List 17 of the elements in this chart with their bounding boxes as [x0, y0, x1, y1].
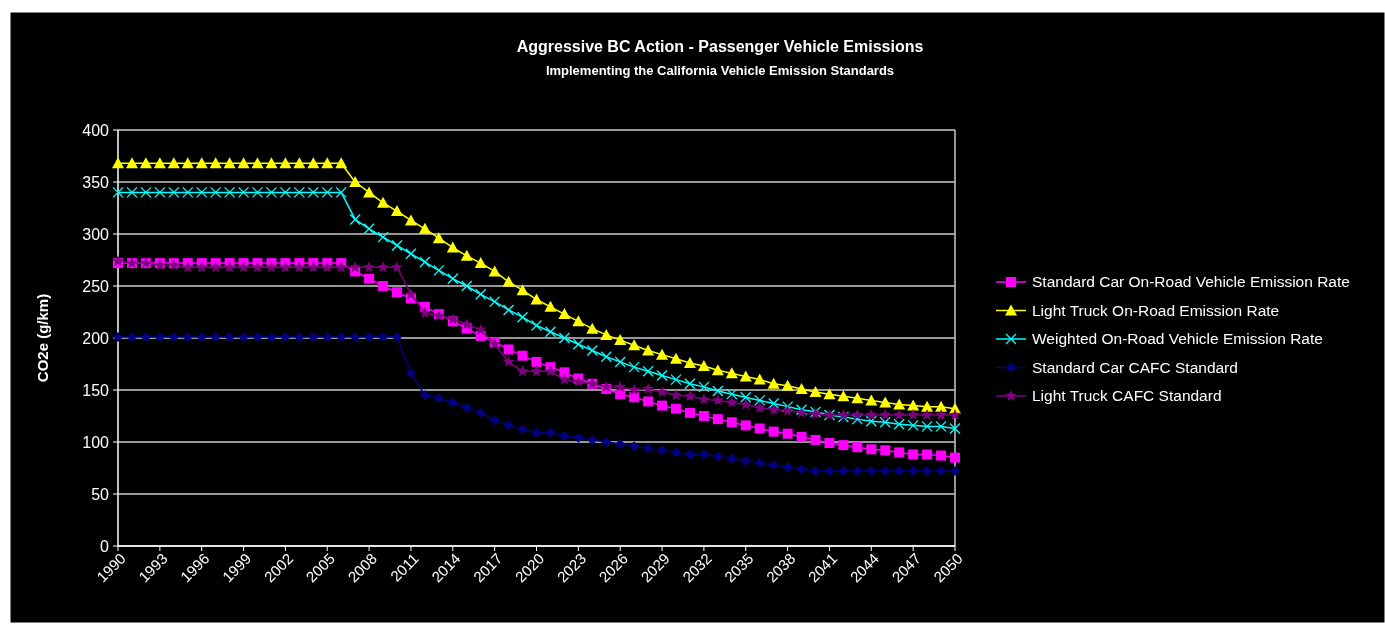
y-tick-label: 50 — [91, 485, 110, 503]
legend-label: Standard Car On-Road Vehicle Emission Rate — [1032, 273, 1350, 291]
y-tick-label: 150 — [82, 381, 110, 399]
y-tick-label: 300 — [82, 225, 110, 243]
chart-subtitle: Implementing the California Vehicle Emission Standards — [545, 63, 895, 78]
y-tick-label: 250 — [82, 277, 110, 295]
chart-title: Aggressive BC Action - Passenger Vehicle Emissions — [516, 38, 924, 55]
y-tick-label: 100 — [82, 433, 110, 451]
y-tick-label: 0 — [100, 537, 110, 555]
legend-label: Light Truck CAFC Standard — [1032, 387, 1222, 405]
legend-label: Standard Car CAFC Standard — [1032, 358, 1238, 376]
legend-label: Light Truck On-Road Emission Rate — [1032, 301, 1280, 319]
y-axis-title: CO2e (g/km) — [34, 293, 51, 383]
y-tick-label: 400 — [82, 121, 110, 139]
y-tick-label: 200 — [82, 329, 110, 347]
legend-label: Weighted On-Road Vehicle Emission Rate — [1032, 330, 1323, 348]
y-tick-label: 350 — [82, 173, 110, 191]
